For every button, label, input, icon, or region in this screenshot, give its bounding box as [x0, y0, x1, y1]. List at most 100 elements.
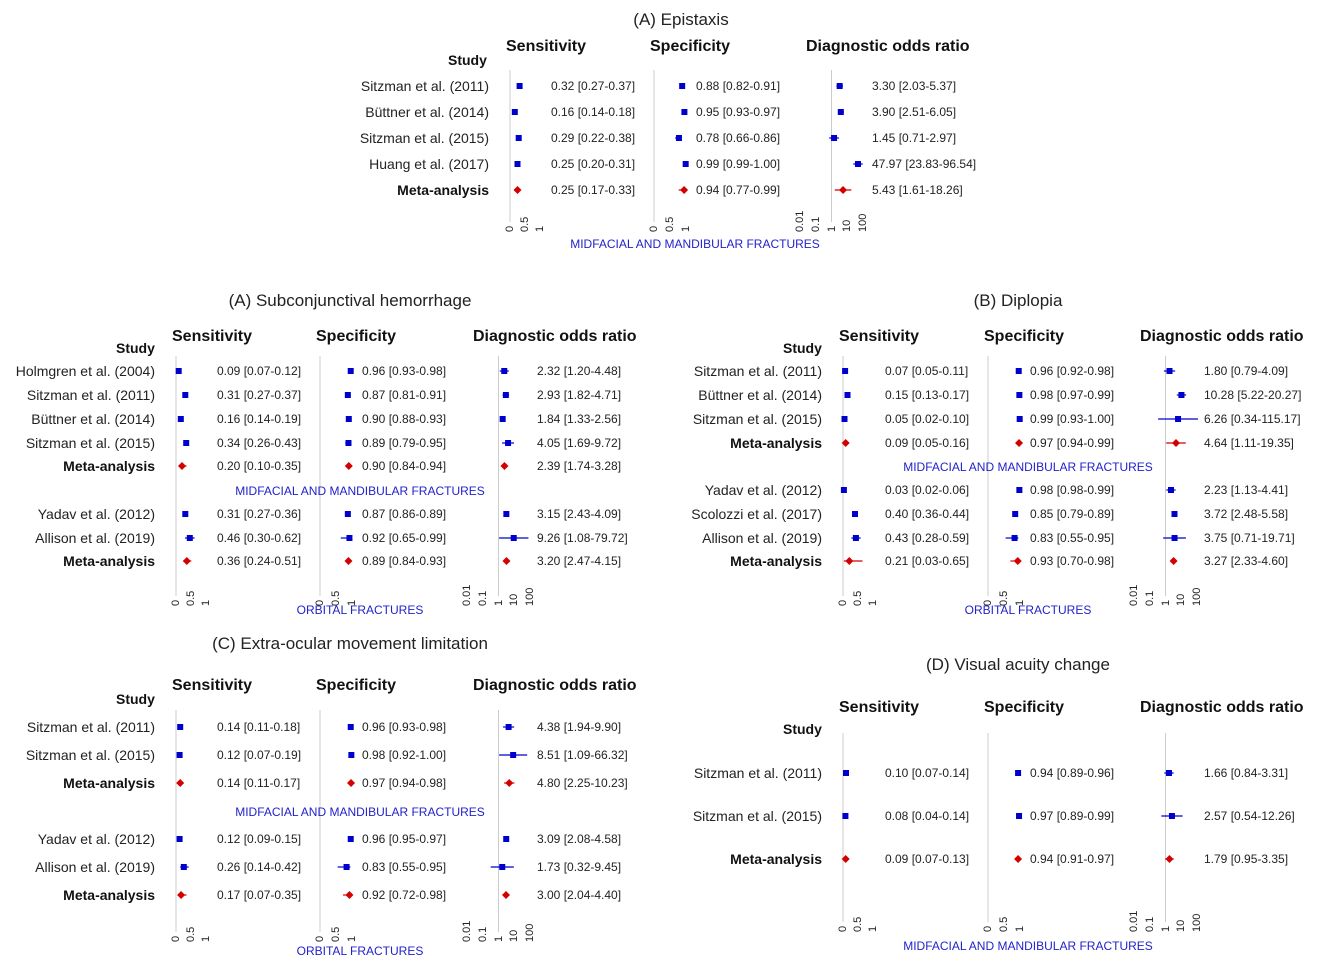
- specificity-point-estimate: [1011, 535, 1018, 541]
- sensitivity-value: 0.16 [0.14-0.19]: [217, 412, 302, 426]
- specificity-value: 0.89 [0.84-0.93]: [362, 554, 447, 568]
- dor-tick-label: 0.1: [1143, 916, 1156, 932]
- sensitivity-value: 0.15 [0.13-0.17]: [885, 388, 970, 402]
- dor-tick-label: 10: [1175, 919, 1188, 932]
- specificity-point-estimate: [343, 864, 350, 870]
- specificity-value: 0.99 [0.93-1.00]: [1030, 412, 1115, 426]
- specificity-value: 0.98 [0.98-0.99]: [1030, 483, 1115, 497]
- sensitivity-point-estimate: [182, 511, 189, 517]
- dor-tick-label: 0.01: [461, 920, 473, 942]
- sensitivity-value: 0.29 [0.22-0.38]: [551, 131, 636, 145]
- subgroup-label: MIDFACIAL AND MANDIBULAR FRACTURES: [570, 237, 820, 251]
- study-label: Sitzman et al. (2011): [26, 387, 155, 403]
- dor-point-estimate: [836, 83, 843, 89]
- specificity-tick-label: 0.5: [330, 926, 342, 942]
- specificity-pooled-diamond: [1013, 557, 1022, 565]
- column-header-2: Diagnostic odds ratio: [1140, 328, 1304, 345]
- specificity-point-estimate: [1016, 487, 1023, 493]
- sensitivity-value: 0.09 [0.07-0.13]: [885, 852, 970, 866]
- study-label: Yadav et al. (2012): [704, 482, 822, 498]
- study-label: Sitzman et al. (2011): [26, 719, 155, 735]
- study-label: Huang et al. (2017): [369, 156, 489, 172]
- specificity-value: 0.97 [0.94-0.98]: [362, 776, 447, 790]
- sensitivity-point-estimate: [186, 535, 193, 541]
- specificity-tick-label: 0: [314, 935, 326, 942]
- sensitivity-value: 0.21 [0.03-0.65]: [885, 554, 970, 568]
- sensitivity-tick-label: 1: [867, 599, 879, 606]
- dor-tick-label: 0.1: [476, 590, 489, 606]
- dor-pooled-diamond: [1165, 855, 1174, 863]
- study-label: Allison et al. (2019): [702, 530, 822, 546]
- dor-value: 3.72 [2.48-5.58]: [1204, 507, 1289, 521]
- specificity-value: 0.97 [0.94-0.99]: [1030, 436, 1115, 450]
- study-label: Allison et al. (2019): [35, 530, 155, 546]
- dor-tick-label: 0.01: [794, 210, 806, 232]
- dor-value: 3.09 [2.08-4.58]: [537, 832, 622, 846]
- sensitivity-point-estimate: [180, 864, 187, 870]
- specificity-pooled-diamond: [1014, 855, 1023, 863]
- sensitivity-value: 0.12 [0.09-0.15]: [217, 832, 302, 846]
- dor-value: 47.97 [23.83-96.54]: [872, 157, 977, 171]
- column-header-1: Specificity: [316, 328, 397, 345]
- sensitivity-tick-label: 0.5: [852, 916, 864, 932]
- dor-pooled-diamond: [1169, 557, 1178, 565]
- sensitivity-point-estimate: [177, 724, 184, 730]
- specificity-tick-label: 0: [648, 225, 660, 232]
- dor-value: 2.32 [1.20-4.48]: [537, 364, 622, 378]
- specificity-pooled-diamond: [344, 462, 353, 470]
- dor-pooled-diamond: [839, 186, 848, 194]
- column-header-1: Specificity: [984, 699, 1065, 716]
- dor-value: 1.79 [0.95-3.35]: [1204, 852, 1289, 866]
- column-header-1: Specificity: [316, 677, 397, 694]
- dor-tick-label: 10: [1175, 593, 1188, 606]
- column-header-0: Sensitivity: [172, 677, 253, 694]
- specificity-point-estimate: [345, 440, 352, 446]
- dor-tick-label: 0.01: [1128, 584, 1140, 606]
- sensitivity-tick-label: 0.5: [519, 216, 531, 232]
- specificity-point-estimate: [347, 836, 354, 842]
- dor-tick-label: 1: [1159, 599, 1172, 606]
- specificity-point-estimate: [679, 83, 686, 89]
- sensitivity-point-estimate: [516, 83, 523, 89]
- sensitivity-value: 0.17 [0.07-0.35]: [217, 888, 302, 902]
- subgroup-label: MIDFACIAL AND MANDIBULAR FRACTURES: [903, 939, 1153, 953]
- specificity-value: 0.98 [0.92-1.00]: [362, 748, 447, 762]
- specificity-point-estimate: [344, 392, 351, 398]
- sensitivity-value: 0.20 [0.10-0.35]: [217, 459, 302, 473]
- study-label: Scolozzi et al. (2017): [691, 506, 822, 522]
- dor-pooled-diamond: [1171, 439, 1180, 447]
- sensitivity-point-estimate: [177, 416, 184, 422]
- sensitivity-value: 0.43 [0.28-0.59]: [885, 531, 970, 545]
- specificity-point-estimate: [347, 368, 354, 374]
- specificity-value: 0.97 [0.89-0.99]: [1030, 809, 1115, 823]
- panel-title: (A) Subconjunctival hemorrhage: [228, 291, 472, 310]
- sensitivity-point-estimate: [842, 813, 849, 819]
- dor-value: 3.27 [2.33-4.60]: [1204, 554, 1289, 568]
- dor-point-estimate: [831, 135, 838, 141]
- dor-tick-label: 10: [508, 593, 521, 606]
- dor-point-estimate: [837, 109, 844, 115]
- study-column-header: Study: [116, 691, 155, 707]
- sensitivity-tick-label: 0: [837, 925, 849, 932]
- sensitivity-pooled-diamond: [841, 855, 850, 863]
- study-label: Holmgren et al. (2004): [15, 363, 155, 379]
- specificity-value: 0.89 [0.79-0.95]: [362, 436, 447, 450]
- dor-point-estimate: [1175, 416, 1182, 422]
- sensitivity-value: 0.25 [0.20-0.31]: [551, 157, 636, 171]
- study-label: Sitzman et al. (2011): [693, 765, 822, 781]
- specificity-point-estimate: [345, 416, 352, 422]
- dor-point-estimate: [499, 416, 506, 422]
- dor-point-estimate: [505, 440, 512, 446]
- sensitivity-point-estimate: [841, 416, 848, 422]
- panel-title: (C) Extra-ocular movement limitation: [212, 634, 488, 653]
- dor-tick-label: 100: [524, 923, 536, 942]
- specificity-tick-label: 1: [346, 935, 358, 942]
- specificity-point-estimate: [1016, 813, 1023, 819]
- dor-value: 1.73 [0.32-9.45]: [537, 860, 622, 874]
- sensitivity-value: 0.31 [0.27-0.36]: [217, 507, 302, 521]
- sensitivity-point-estimate: [844, 392, 851, 398]
- specificity-value: 0.96 [0.95-0.97]: [362, 832, 447, 846]
- sensitivity-tick-label: 0.5: [852, 590, 864, 606]
- dor-tick-label: 0.01: [461, 584, 473, 606]
- study-label: Yadav et al. (2012): [37, 831, 155, 847]
